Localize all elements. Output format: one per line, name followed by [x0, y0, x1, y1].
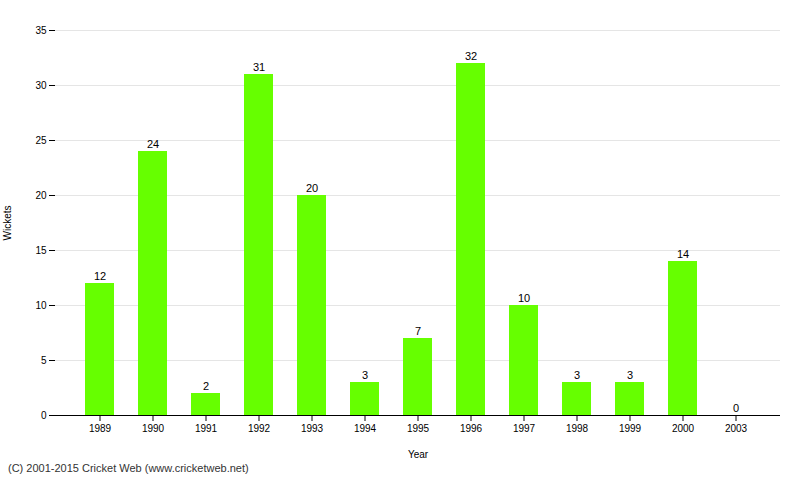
- svg-text:1992: 1992: [248, 423, 271, 434]
- svg-text:1989: 1989: [89, 423, 112, 434]
- svg-text:5: 5: [41, 355, 47, 366]
- svg-text:15: 15: [35, 245, 47, 256]
- svg-text:2003: 2003: [725, 423, 748, 434]
- svg-text:3: 3: [362, 369, 368, 381]
- svg-text:1990: 1990: [142, 423, 165, 434]
- svg-text:Year: Year: [408, 449, 429, 460]
- svg-text:1997: 1997: [513, 423, 536, 434]
- svg-text:3: 3: [574, 369, 580, 381]
- svg-text:1999: 1999: [619, 423, 642, 434]
- svg-text:1993: 1993: [301, 423, 324, 434]
- svg-text:14: 14: [677, 248, 689, 260]
- svg-text:31: 31: [253, 61, 265, 73]
- svg-text:10: 10: [518, 292, 530, 304]
- svg-text:0: 0: [733, 402, 739, 414]
- svg-text:32: 32: [465, 50, 477, 62]
- svg-text:35: 35: [35, 25, 47, 36]
- svg-text:10: 10: [35, 300, 47, 311]
- svg-text:12: 12: [94, 270, 106, 282]
- svg-text:1996: 1996: [460, 423, 483, 434]
- svg-text:30: 30: [35, 80, 47, 91]
- svg-text:1994: 1994: [354, 423, 377, 434]
- svg-text:Wickets: Wickets: [2, 206, 13, 241]
- svg-text:20: 20: [35, 190, 47, 201]
- svg-text:0: 0: [41, 410, 47, 421]
- svg-text:20: 20: [306, 182, 318, 194]
- svg-text:1991: 1991: [195, 423, 218, 434]
- svg-text:24: 24: [147, 138, 159, 150]
- svg-text:1995: 1995: [407, 423, 430, 434]
- html-text:(C) 2001-2015 Cricket Web (www: (C) 2001-2015 Cricket Web (www.cricketwe…: [8, 462, 249, 474]
- svg-text:2000: 2000: [672, 423, 695, 434]
- svg-text:2: 2: [203, 380, 209, 392]
- svg-text:7: 7: [415, 325, 421, 337]
- svg-text:3: 3: [627, 369, 633, 381]
- svg-text:1998: 1998: [566, 423, 589, 434]
- svg-text:25: 25: [35, 135, 47, 146]
